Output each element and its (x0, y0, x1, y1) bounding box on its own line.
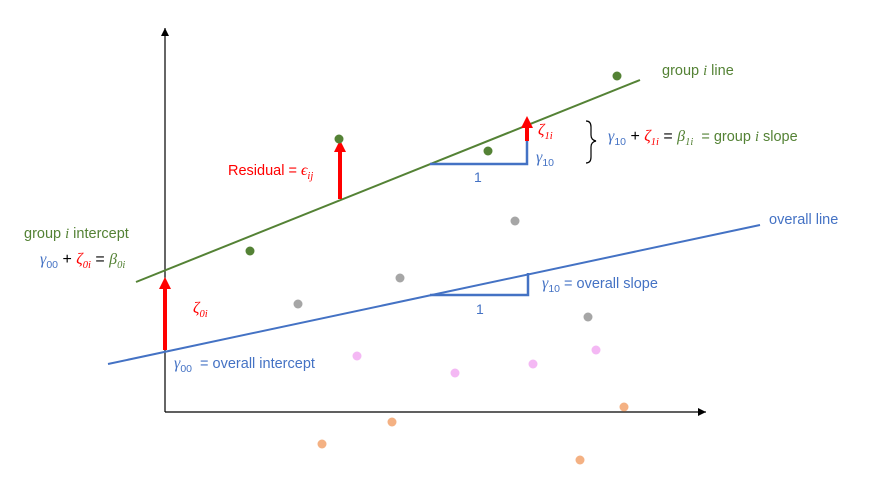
gamma-10-label: γ10 (536, 149, 554, 169)
overall-run-label: 1 (476, 301, 484, 317)
pink-point (352, 351, 362, 361)
gray-point (510, 216, 520, 226)
slope-brace (585, 120, 597, 164)
gray-point (583, 312, 593, 322)
group-slope-equation: γ10 + ζ1i = β1i = group i slope (608, 128, 798, 148)
pink-point (591, 345, 601, 355)
group-intercept-label: group i intercept (24, 226, 129, 242)
pink-point (528, 359, 538, 369)
zeta-1i-label: ζ1i (538, 122, 553, 142)
green-point (245, 246, 255, 256)
group-run-label: 1 (474, 169, 482, 185)
peach-point (317, 439, 327, 449)
group-intercept-equation: γ00 + ζ0i = β0i (40, 251, 125, 271)
peach-point (575, 455, 585, 465)
overall-slope-label: γ10 = overall slope (542, 275, 658, 295)
data-points (245, 71, 629, 465)
pink-point (450, 368, 460, 378)
gray-point (293, 299, 303, 309)
green-point (483, 146, 493, 156)
overall-line-label: overall line (769, 212, 838, 228)
residual-label: Residual = ϵij (228, 162, 313, 182)
zeta-0i-label: ζ0i (193, 300, 208, 320)
overall-slope-triangle (430, 273, 530, 297)
green-point (612, 71, 622, 81)
group-line (135, 79, 641, 283)
green-point (334, 134, 344, 144)
peach-point (619, 402, 629, 412)
gray-point (395, 273, 405, 283)
peach-point (387, 417, 397, 427)
overall-intercept-label: γ00 = overall intercept (174, 355, 315, 375)
group-line-label: group i line (662, 63, 734, 79)
